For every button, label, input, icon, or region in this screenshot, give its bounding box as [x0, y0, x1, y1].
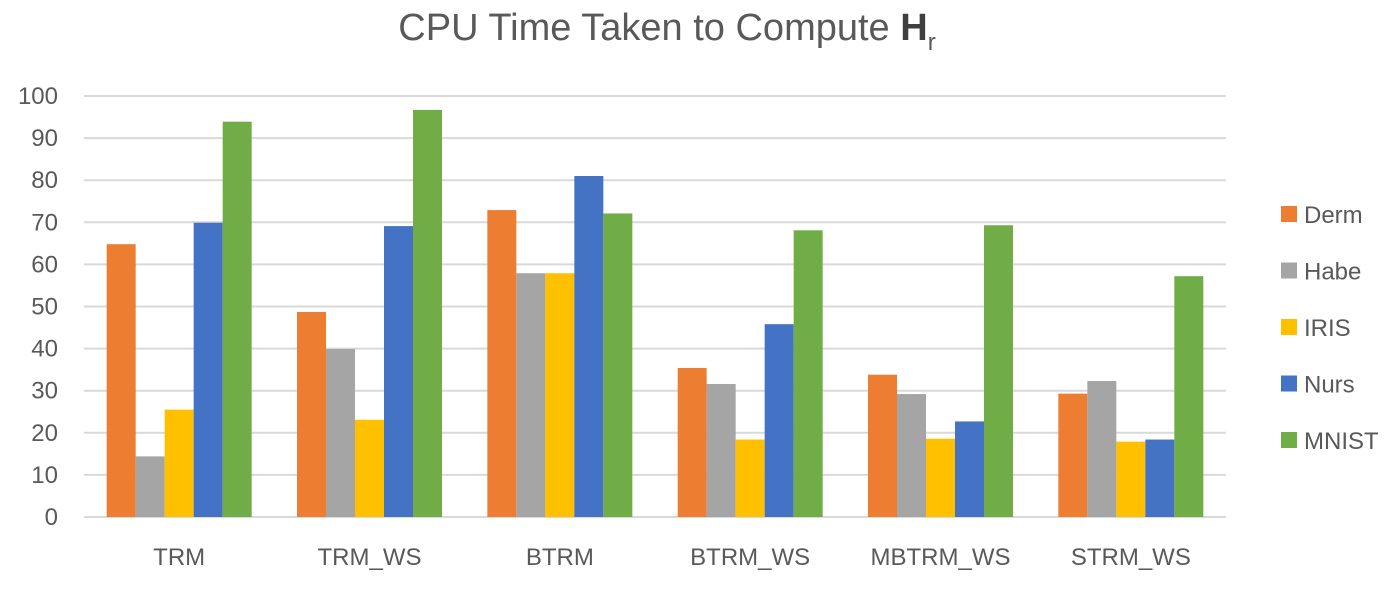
x-tick-label: TRM — [153, 544, 205, 571]
legend-swatch-derm — [1281, 206, 1297, 222]
legend-swatch-nurs — [1281, 375, 1297, 392]
legend-label-iris: IRIS — [1304, 315, 1351, 342]
bar-habe-mbtrm-ws — [897, 394, 926, 517]
bar-derm-strm-ws — [1058, 393, 1088, 517]
bar-mnist-trm-ws — [413, 109, 442, 517]
bar-mnist-btrm — [603, 213, 633, 518]
chart-title: CPU Time Taken to Compute Hr — [398, 7, 935, 56]
y-tick-label: 100 — [18, 83, 58, 110]
bar-habe-trm — [135, 456, 165, 517]
bar-nurs-btrm — [574, 175, 604, 518]
bar-nurs-strm-ws — [1145, 439, 1175, 517]
legend-swatch-iris — [1281, 319, 1297, 335]
bar-derm-trm-ws — [297, 311, 326, 517]
y-tick-label: 40 — [31, 336, 58, 363]
legend-label-mnist: MNIST — [1304, 428, 1379, 455]
bar-habe-strm-ws — [1087, 381, 1117, 517]
bar-iris-mbtrm-ws — [926, 438, 955, 517]
x-axis-ticks: TRM TRM_WS BTRM BTRM_WS MBTRM_WS STRM_WS — [153, 544, 1191, 571]
x-tick-label: BTRM_WS — [690, 544, 810, 571]
x-tick-label: STRM_WS — [1071, 544, 1191, 571]
bar-iris-btrm-ws — [735, 439, 765, 517]
x-tick-label: MBTRM_WS — [871, 544, 1011, 571]
y-tick-label: 90 — [31, 125, 58, 152]
bar-nurs-trm — [193, 222, 223, 517]
bar-nurs-trm-ws — [384, 226, 413, 518]
y-tick-label: 30 — [31, 378, 58, 405]
legend-label-nurs: Nurs — [1304, 372, 1355, 399]
bars — [106, 109, 1204, 518]
bar-derm-btrm-ws — [677, 367, 707, 517]
bar-nurs-mbtrm-ws — [955, 421, 984, 517]
bar-habe-btrm — [516, 273, 546, 517]
y-tick-label: 20 — [31, 420, 58, 447]
y-tick-label: 70 — [31, 209, 58, 236]
legend-label-derm: Derm — [1304, 202, 1363, 229]
bar-derm-mbtrm-ws — [868, 374, 897, 517]
y-tick-label: 50 — [31, 294, 58, 321]
y-axis-ticks: 0 10 20 30 40 50 60 70 80 90 100 — [18, 83, 58, 531]
y-tick-label: 60 — [31, 251, 58, 278]
bar-habe-trm-ws — [326, 349, 355, 517]
bar-iris-trm — [164, 409, 194, 517]
bar-derm-btrm — [487, 210, 517, 517]
bar-mnist-btrm-ws — [793, 230, 823, 517]
y-tick-label: 80 — [31, 167, 58, 194]
y-tick-label: 10 — [31, 462, 58, 489]
bar-nurs-btrm-ws — [764, 324, 794, 517]
gridlines — [84, 95, 1226, 518]
legend-label-habe: Habe — [1304, 259, 1361, 286]
chart-title-main: CPU Time Taken to Compute — [398, 7, 900, 49]
legend: Derm Habe IRIS Nurs MNIST — [1281, 202, 1379, 455]
bar-iris-strm-ws — [1116, 441, 1146, 517]
bar-mnist-trm — [222, 121, 252, 517]
chart-title-bold: H — [900, 7, 927, 49]
x-tick-label: BTRM — [526, 544, 594, 571]
bar-mnist-mbtrm-ws — [984, 225, 1013, 517]
chart-title-subscript: r — [928, 29, 936, 56]
bar-iris-trm-ws — [355, 419, 384, 517]
bar-derm-trm — [106, 244, 136, 517]
bar-habe-btrm-ws — [706, 383, 736, 517]
legend-swatch-habe — [1281, 262, 1297, 279]
bar-iris-btrm — [545, 273, 575, 517]
legend-swatch-mnist — [1281, 432, 1297, 448]
bar-mnist-strm-ws — [1174, 276, 1204, 517]
x-tick-label: TRM_WS — [318, 544, 422, 571]
y-tick-label: 0 — [45, 504, 58, 531]
